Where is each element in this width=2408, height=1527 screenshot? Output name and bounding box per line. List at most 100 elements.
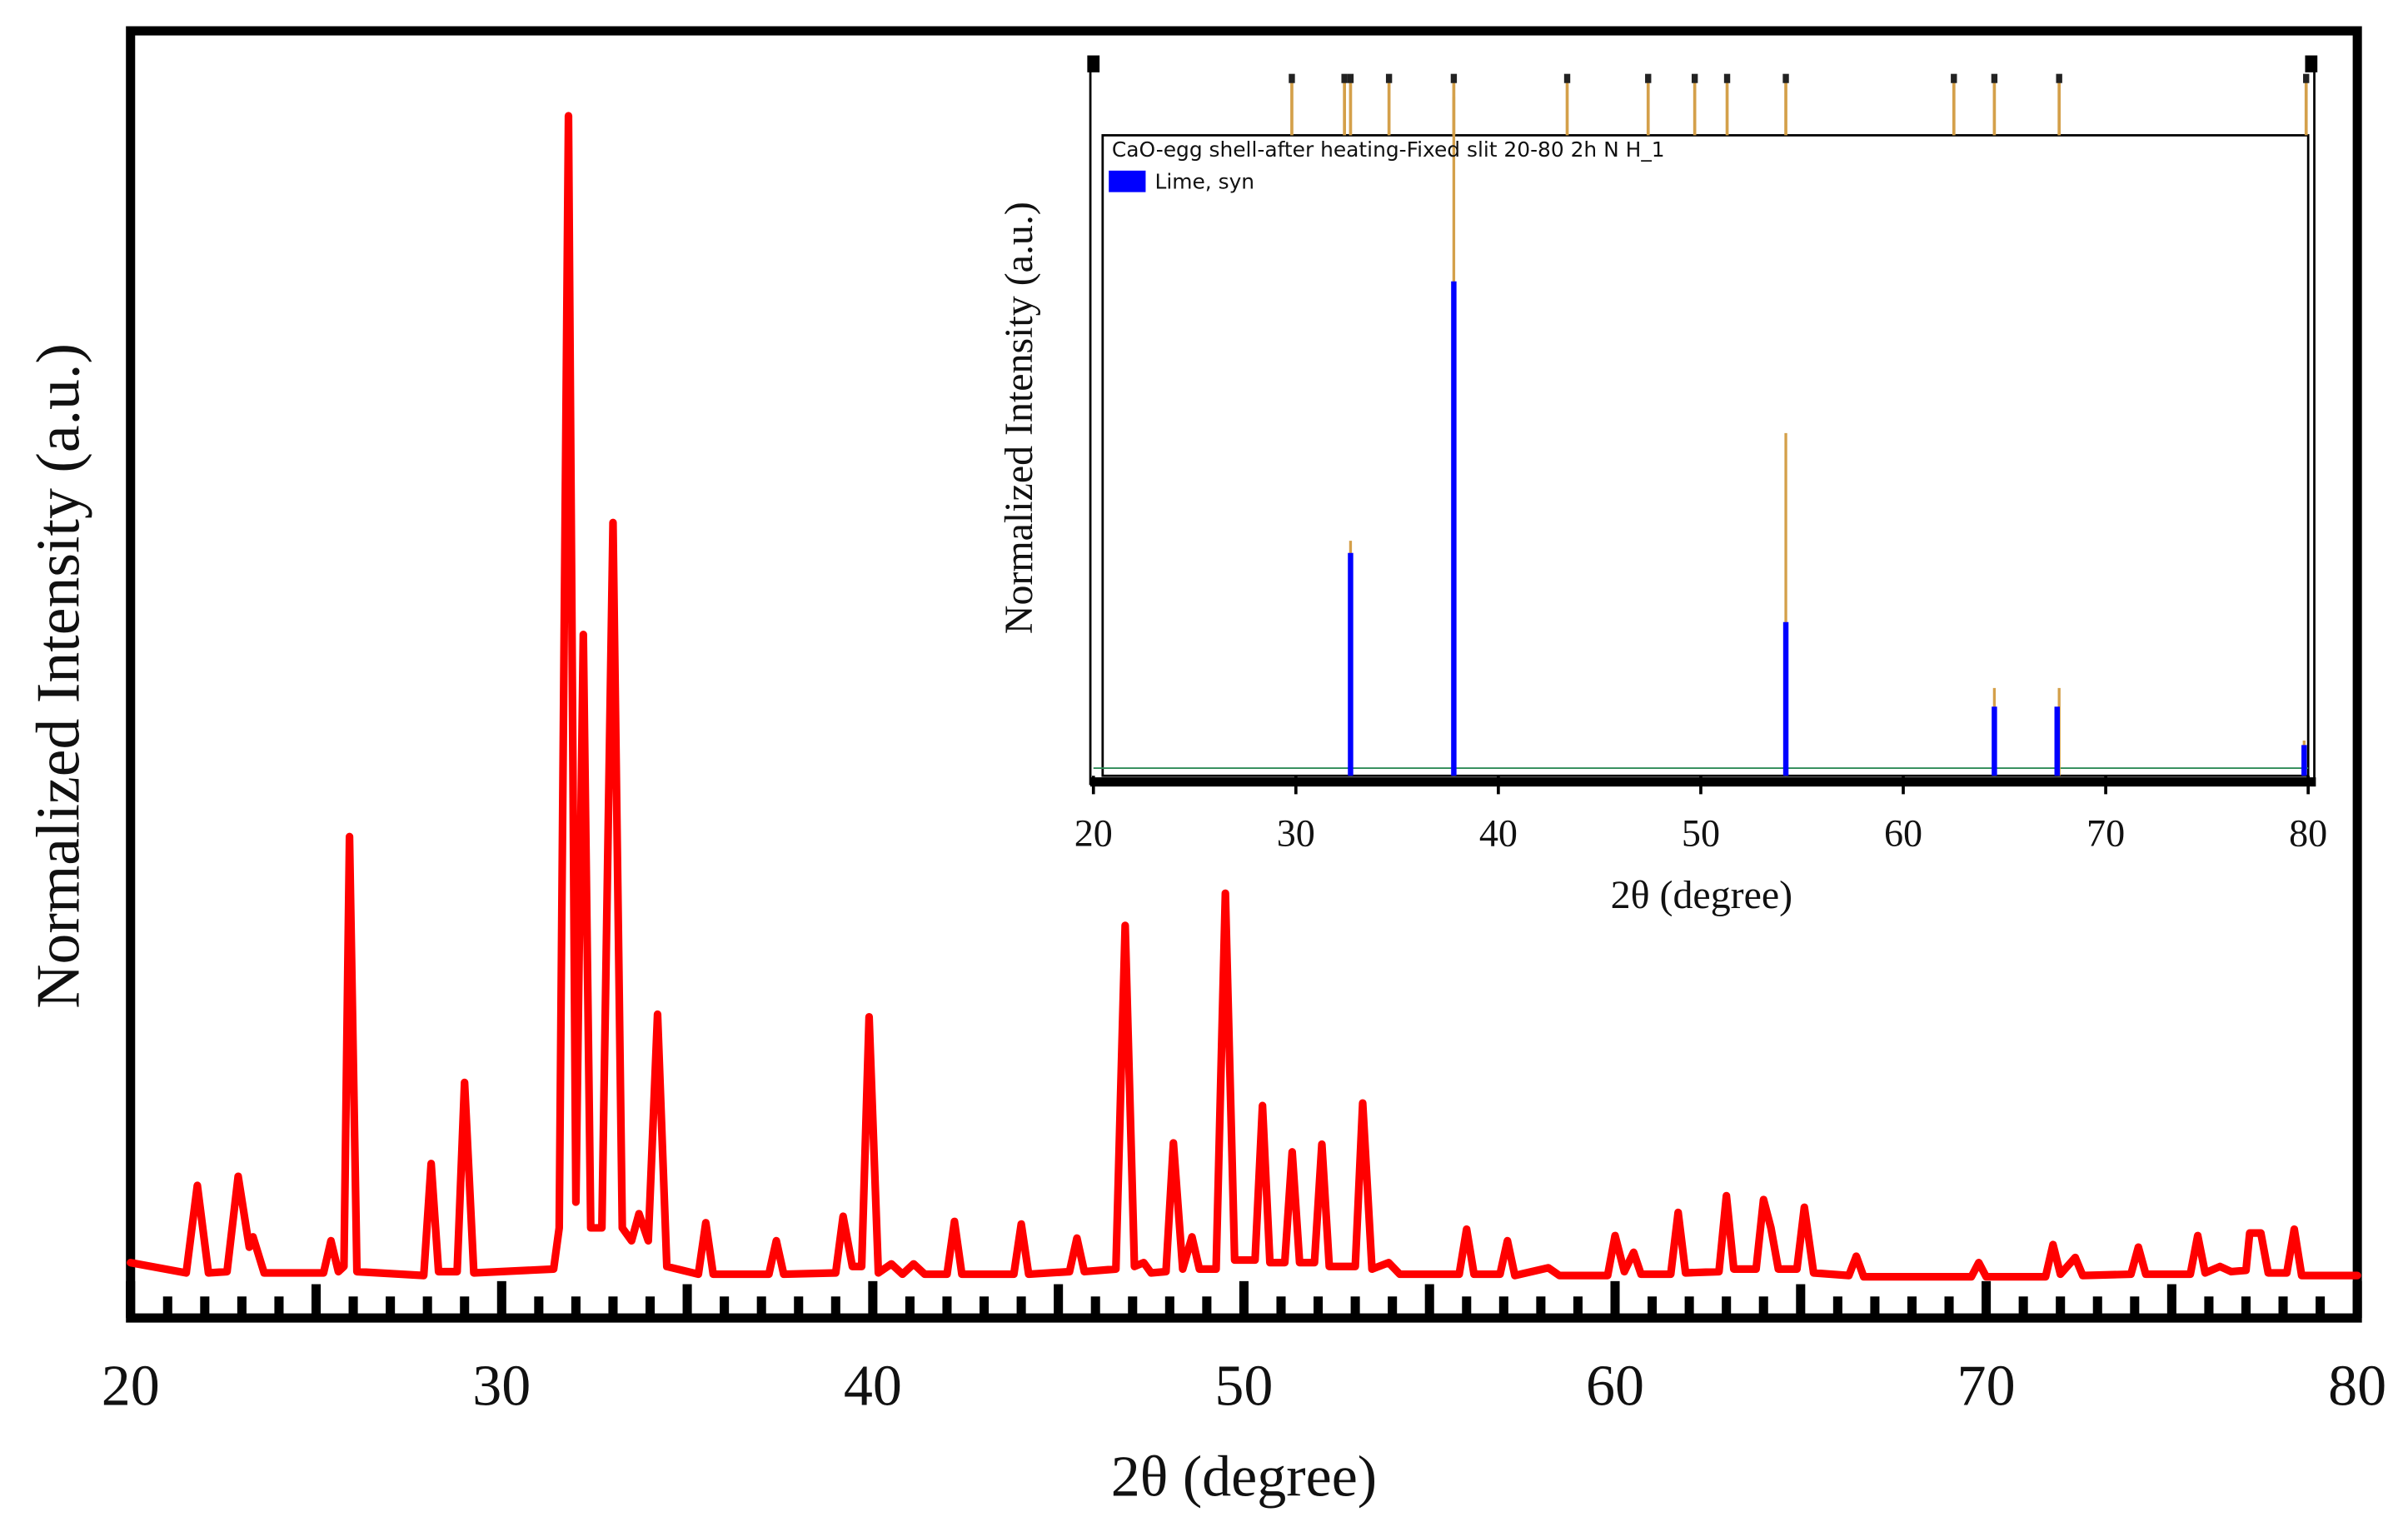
x-minor-tick	[1796, 1284, 1806, 1319]
x-minor-tick	[162, 1296, 172, 1319]
x-minor-tick	[386, 1296, 396, 1319]
x-minor-tick	[2056, 1296, 2066, 1319]
x-minor-tick	[1276, 1296, 1286, 1319]
x-tick	[1239, 1280, 1249, 1319]
x-tick-label: 70	[2086, 812, 2125, 855]
x-minor-tick	[1684, 1296, 1694, 1319]
x-tick-label: 80	[2289, 812, 2327, 855]
x-minor-tick	[1722, 1296, 1732, 1319]
x-minor-tick	[1128, 1296, 1138, 1319]
x-tick-label: 70	[1957, 1355, 2016, 1419]
x-minor-tick	[2092, 1296, 2102, 1319]
x-minor-tick	[720, 1296, 730, 1319]
x-minor-tick	[1164, 1296, 1174, 1319]
x-axis-label: 2θ (degree)	[1111, 1445, 1377, 1509]
x-minor-tick	[460, 1296, 470, 1319]
x-minor-tick	[682, 1284, 692, 1319]
x-tick-label: 20	[1074, 812, 1113, 855]
x-tick	[1982, 1280, 1992, 1319]
x-minor-tick	[1054, 1284, 1064, 1319]
x-minor-tick	[1314, 1296, 1324, 1319]
x-tick-label: 50	[1682, 812, 1720, 855]
x-minor-tick	[237, 1296, 247, 1319]
x-minor-tick	[1870, 1296, 1880, 1319]
x-minor-tick	[2018, 1296, 2028, 1319]
x-minor-tick	[1090, 1296, 1100, 1319]
x-minor-tick	[348, 1296, 358, 1319]
x-tick-label: 30	[1277, 812, 1315, 855]
legend-swatch	[1109, 170, 1146, 192]
reference-marker-cap	[1563, 73, 1571, 83]
x-tick	[126, 1280, 136, 1319]
x-tick-label: 50	[1214, 1355, 1273, 1419]
x-minor-tick	[1573, 1296, 1583, 1319]
x-axis-label: 2θ (degree)	[1611, 873, 1793, 917]
x-minor-tick	[1944, 1296, 1954, 1319]
x-minor-tick	[905, 1296, 915, 1319]
legend-label: Lime, syn	[1155, 170, 1255, 194]
x-minor-tick	[1832, 1296, 1842, 1319]
x-minor-tick	[1350, 1296, 1360, 1319]
x-tick-label: 80	[2328, 1355, 2386, 1419]
reference-marker-cap	[1645, 73, 1652, 83]
reference-marker-cap	[1450, 73, 1458, 83]
data-line	[127, 112, 2361, 1281]
x-minor-tick	[534, 1296, 544, 1319]
x-minor-tick	[608, 1296, 618, 1319]
x-minor-tick	[1498, 1296, 1508, 1319]
reference-marker-cap	[2303, 73, 2310, 83]
x-minor-tick	[2166, 1284, 2176, 1319]
inset-corner	[1087, 55, 1100, 72]
reference-marker-cap	[1951, 73, 1957, 83]
x-tick-label: 20	[102, 1355, 160, 1419]
x-minor-tick	[1536, 1296, 1546, 1319]
x-axis	[1090, 777, 2316, 787]
x-minor-tick	[2130, 1296, 2140, 1319]
x-minor-tick	[756, 1296, 766, 1319]
x-minor-tick	[2204, 1296, 2214, 1319]
x-minor-tick	[1202, 1296, 1212, 1319]
x-tick-label: 60	[1884, 812, 1922, 855]
x-minor-tick	[1648, 1296, 1658, 1319]
legend-title: CaO-egg shell-after heating-Fixed slit 2…	[1112, 137, 1665, 162]
x-minor-tick	[1758, 1296, 1768, 1319]
x-minor-tick	[794, 1296, 804, 1319]
x-minor-tick	[200, 1296, 210, 1319]
x-tick-label: 40	[844, 1355, 902, 1419]
x-tick	[2352, 1280, 2362, 1319]
reference-marker-cap	[1347, 73, 1354, 83]
x-minor-tick	[1016, 1296, 1026, 1319]
x-minor-tick	[980, 1296, 990, 1319]
x-minor-tick	[942, 1296, 952, 1319]
x-minor-tick	[830, 1296, 840, 1319]
x-minor-tick	[571, 1296, 581, 1319]
y-axis-label: Normalized Intensity (a.u.)	[997, 202, 1041, 634]
x-tick	[1610, 1280, 1620, 1319]
x-minor-tick	[2241, 1296, 2251, 1319]
x-minor-tick	[1462, 1296, 1472, 1319]
x-tick	[496, 1280, 506, 1319]
legend-box	[1101, 134, 2310, 777]
x-minor-tick	[422, 1296, 432, 1319]
x-tick-label: 30	[472, 1355, 531, 1419]
x-minor-tick	[1907, 1296, 1917, 1319]
x-minor-tick	[1424, 1284, 1434, 1319]
reference-marker-cap	[1289, 73, 1295, 83]
reference-marker-cap	[1691, 73, 1698, 83]
reference-marker-cap	[1723, 73, 1731, 83]
y-axis-label: Normalized Intensity (a.u.)	[23, 343, 92, 1009]
x-minor-tick	[311, 1284, 322, 1319]
x-minor-tick	[1388, 1296, 1398, 1319]
x-minor-tick	[274, 1296, 284, 1319]
reference-marker-cap	[1341, 73, 1348, 83]
x-minor-tick	[2278, 1296, 2288, 1319]
x-tick-label: 60	[1586, 1355, 1644, 1419]
x-minor-tick	[645, 1296, 656, 1319]
x-tick	[868, 1280, 878, 1319]
reference-marker-cap	[2056, 73, 2062, 83]
inset-corner	[2305, 55, 2318, 72]
x-tick-label: 40	[1479, 812, 1518, 855]
reference-marker-cap	[1782, 73, 1789, 83]
